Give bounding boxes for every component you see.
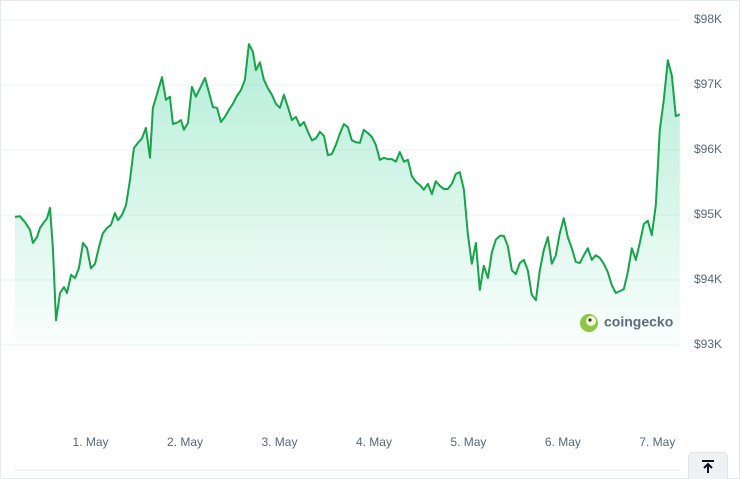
x-tick-label: 7. May — [639, 435, 675, 449]
y-tick-label: $93K — [694, 337, 722, 351]
y-tick-label: $96K — [694, 142, 722, 156]
y-tick-label: $95K — [694, 207, 722, 221]
x-tick-label: 4. May — [356, 435, 392, 449]
y-tick-label: $98K — [694, 12, 722, 26]
scroll-top-icon — [702, 460, 714, 473]
x-tick-label: 3. May — [261, 435, 297, 449]
y-tick-label: $97K — [694, 77, 722, 91]
y-tick-label: $94K — [694, 272, 722, 286]
price-area — [15, 44, 680, 350]
watermark-logo — [580, 314, 598, 332]
x-tick-label: 1. May — [73, 435, 109, 449]
price-line — [14, 43, 681, 322]
x-tick-label: 6. May — [545, 435, 581, 449]
watermark: coingecko — [604, 314, 673, 330]
x-tick-label: 2. May — [167, 435, 203, 449]
x-tick-label: 5. May — [450, 435, 486, 449]
scroll-top-button[interactable] — [688, 452, 728, 479]
